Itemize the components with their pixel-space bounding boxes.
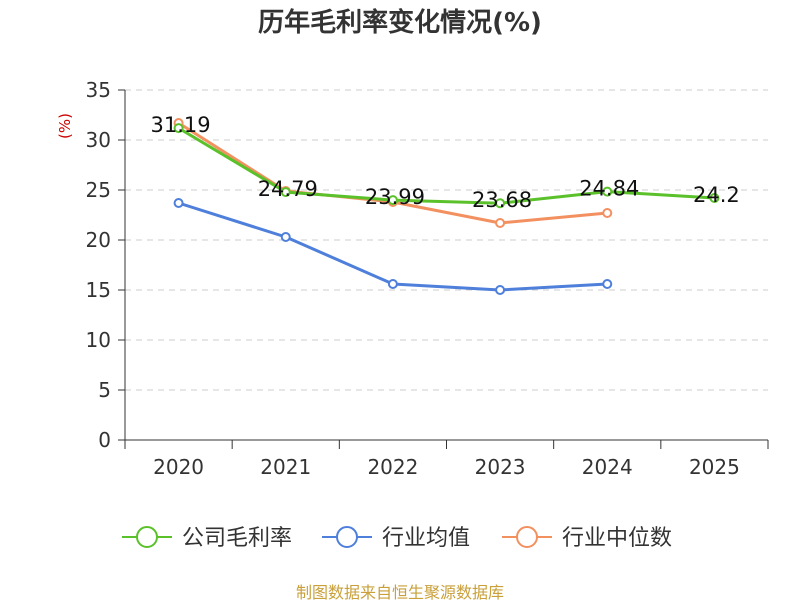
data-label-2025: 24.2	[693, 183, 740, 207]
legend-marker-company	[136, 526, 158, 548]
legend-item-industry_avg[interactable]: 行业均值	[322, 526, 470, 551]
data-label-2021: 24.79	[258, 177, 318, 201]
series-lines	[173, 118, 720, 295]
point-company-2022	[387, 195, 398, 206]
y-tick-label-35: 35	[86, 78, 111, 102]
point-industry_avg-2022	[387, 279, 398, 289]
point-industry_avg-2020	[173, 198, 184, 208]
point-company-2020	[173, 123, 184, 134]
y-tick-label-10: 10	[86, 328, 111, 352]
y-tick-label-0: 0	[98, 428, 111, 452]
data-label-2022: 23.99	[365, 185, 425, 209]
series-line-company	[177, 126, 715, 205]
x-tick-label-2023: 2023	[475, 455, 526, 479]
point-industry_avg-2021	[280, 232, 291, 242]
point-industry_avg-2024	[602, 279, 613, 289]
chart-title: 历年毛利率变化情况(%)	[258, 8, 542, 38]
point-company-2024	[602, 186, 613, 197]
data-label-2023: 23.68	[472, 188, 532, 212]
data-labels: 31.19 24.79 23.99 23.68 24.84 24.2	[151, 113, 740, 212]
x-tick-label-2022: 2022	[367, 455, 418, 479]
grid-lines	[125, 89, 768, 391]
legend-item-company[interactable]: 公司毛利率	[122, 526, 292, 551]
point-industry_median-2023	[495, 218, 506, 228]
legend[interactable]: 公司毛利率 行业均值 行业中位数	[122, 526, 672, 551]
x-tick-label-2025: 2025	[689, 455, 740, 479]
x-tick-label-2020: 2020	[153, 455, 204, 479]
point-industry_median-2024	[602, 208, 613, 218]
source-note: 制图数据来自恒生聚源数据库	[295, 583, 504, 602]
x-tick-label-2021: 2021	[260, 455, 311, 479]
legend-marker-industry_median	[516, 526, 538, 548]
point-company-2023	[495, 198, 506, 209]
legend-marker-industry_avg	[336, 526, 358, 548]
legend-label-industry_avg: 行业均值	[382, 526, 470, 551]
y-tick-label-15: 15	[86, 278, 111, 302]
point-company-2021	[280, 187, 291, 198]
y-axis-label: (%)	[56, 113, 74, 139]
y-tick-label-30: 30	[86, 128, 111, 152]
data-label-2024: 24.84	[579, 177, 639, 201]
data-label-2020: 31.19	[151, 113, 211, 137]
y-tick-label-20: 20	[86, 228, 111, 252]
point-industry_avg-2023	[495, 285, 506, 295]
point-company-2025	[709, 193, 720, 203]
legend-label-company: 公司毛利率	[182, 526, 292, 551]
legend-item-industry_median[interactable]: 行业中位数	[502, 526, 672, 551]
series-line-industry_avg	[178, 201, 608, 292]
y-tick-label-5: 5	[98, 378, 111, 402]
x-tick-label-2024: 2024	[582, 455, 633, 479]
legend-label-industry_median: 行业中位数	[562, 526, 672, 551]
y-tick-label-25: 25	[86, 178, 111, 202]
